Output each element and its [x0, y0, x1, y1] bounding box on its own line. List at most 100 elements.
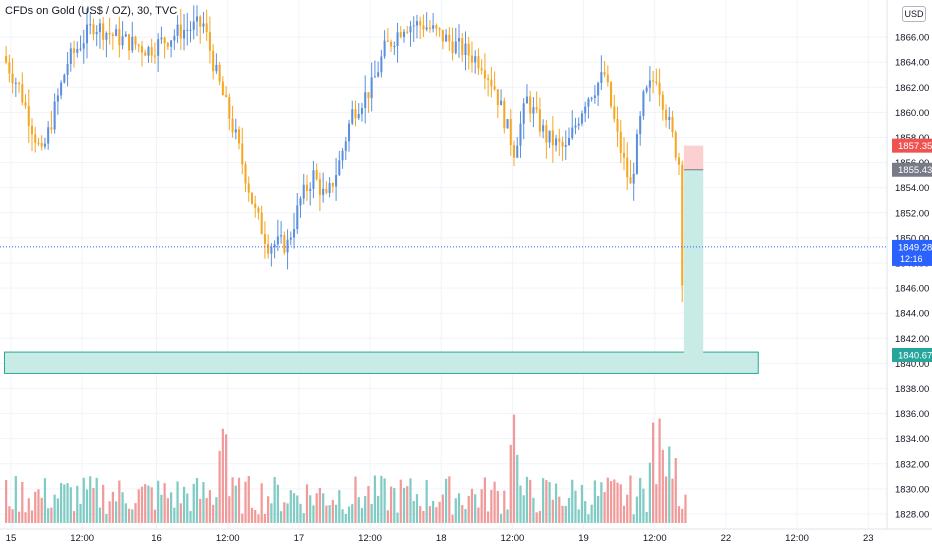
- price-axis-tick-label: 1838.00: [895, 384, 929, 395]
- volume-bar-up: [499, 513, 503, 523]
- volume-bar-down: [205, 498, 208, 523]
- volume-bar-down: [50, 507, 53, 523]
- support-zone[interactable]: [4, 351, 759, 374]
- volume-bar-up: [202, 482, 205, 523]
- volume-bar-down: [118, 480, 121, 523]
- volume-bar-up: [43, 478, 47, 523]
- volume-bar-down: [102, 484, 105, 523]
- candle-down: [208, 32, 211, 51]
- candle-down: [24, 102, 27, 106]
- time-axis-tick-label: 23: [863, 533, 874, 544]
- volume-bar-up: [402, 487, 406, 523]
- candle-down: [512, 145, 516, 158]
- currency-badge[interactable]: USD: [902, 6, 926, 22]
- candle-up: [98, 23, 101, 33]
- candle-down: [153, 55, 156, 57]
- candle-up: [597, 82, 600, 96]
- volume-bar-down: [108, 501, 111, 523]
- candle-down: [616, 119, 619, 132]
- candle-down: [467, 43, 470, 56]
- volume-bar-up: [600, 482, 603, 523]
- candle-up: [415, 21, 418, 26]
- volume-bar-up: [69, 487, 72, 523]
- volume-bar-up: [380, 475, 383, 523]
- volume-bar-up: [412, 501, 415, 523]
- volume-bar-down: [17, 511, 21, 523]
- volume-bar-down: [244, 481, 247, 523]
- price-axis-tick-label: 1844.00: [895, 309, 929, 320]
- time-axis-tick-label: 12:00: [501, 533, 525, 544]
- candle-down: [40, 143, 43, 147]
- volume-bar-up: [383, 478, 386, 523]
- volume-bar-down: [137, 489, 140, 523]
- candle-up: [296, 205, 299, 230]
- volume-bar-up: [632, 514, 635, 523]
- volume-bar-up: [14, 476, 17, 523]
- volume-bar-down: [529, 479, 532, 523]
- candle-down: [37, 142, 40, 144]
- volume-bar-down: [613, 479, 616, 523]
- price-axis-tick-label: 1842.00: [895, 334, 929, 345]
- candle-down: [545, 125, 548, 143]
- candle-down: [390, 41, 393, 47]
- candle-up: [642, 91, 645, 117]
- volume-bar-up: [454, 498, 457, 523]
- candle-up: [85, 24, 89, 44]
- volume-bar-up: [131, 509, 134, 523]
- volume-bar-up: [309, 495, 312, 523]
- candle-up: [322, 188, 325, 195]
- candle-up: [364, 92, 367, 109]
- candle-up: [648, 80, 651, 88]
- volume-bar-up: [276, 484, 279, 523]
- volume-bar-up: [432, 500, 435, 523]
- candle-down: [267, 243, 270, 254]
- candle-down: [250, 192, 253, 204]
- volume-bar-up: [195, 478, 199, 523]
- candle-up: [189, 29, 192, 31]
- time-axis-tick-label: 12:00: [785, 533, 809, 544]
- volume-bar-down: [140, 486, 144, 523]
- candle-down: [212, 50, 215, 72]
- candle-down: [386, 40, 389, 42]
- candle-down: [448, 34, 451, 42]
- candle-up: [445, 34, 448, 42]
- position-stop-zone[interactable]: [683, 145, 704, 170]
- volume-bar-down: [218, 450, 221, 523]
- volume-bar-up: [360, 507, 364, 523]
- candle-up: [280, 235, 283, 237]
- volume-bar-down: [438, 501, 441, 523]
- candle-up: [338, 160, 341, 176]
- candle-up: [195, 16, 198, 22]
- price-axis-tick-label: 1836.00: [895, 409, 929, 420]
- candle-up: [380, 56, 383, 73]
- candle-down: [218, 64, 221, 82]
- candle-down: [493, 86, 496, 90]
- volume-bar-down: [422, 510, 425, 523]
- price-axis-bg: [887, 0, 932, 550]
- candle-down: [225, 95, 228, 97]
- volume-bar-up: [577, 509, 580, 523]
- volume-bar-up: [567, 497, 571, 523]
- volume-bar-down: [435, 507, 438, 523]
- volume-bar-up: [564, 505, 567, 523]
- volume-bar-up: [338, 490, 341, 523]
- price-axis-tick-label: 1852.00: [895, 208, 929, 219]
- candle-down: [8, 62, 11, 74]
- price-axis-tick-label: 1858.00: [895, 133, 929, 144]
- candle-down: [681, 164, 684, 286]
- volume-bar-up: [79, 503, 82, 523]
- candle-up: [186, 29, 189, 31]
- volume-bar-down: [619, 484, 622, 523]
- position-target-zone[interactable]: [683, 169, 704, 355]
- volume-bar-down: [616, 482, 619, 523]
- candle-down: [619, 131, 622, 153]
- price-axis-tick-label: 1866.00: [895, 33, 929, 44]
- volume-bar-down: [325, 505, 328, 523]
- candle-down: [163, 37, 166, 44]
- volume-bar-up: [63, 484, 66, 523]
- candle-up: [548, 130, 551, 143]
- candle-up: [270, 247, 273, 254]
- candle-down: [305, 184, 308, 191]
